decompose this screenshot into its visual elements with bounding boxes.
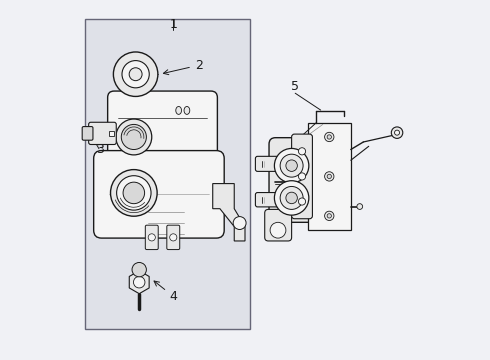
Circle shape <box>324 132 334 141</box>
Circle shape <box>129 68 142 81</box>
Text: 3: 3 <box>96 143 104 156</box>
Circle shape <box>392 127 403 138</box>
FancyBboxPatch shape <box>255 193 279 207</box>
Ellipse shape <box>184 107 190 114</box>
Circle shape <box>170 234 177 241</box>
Text: 2: 2 <box>163 59 203 75</box>
Text: 5: 5 <box>291 80 299 93</box>
Circle shape <box>324 172 334 181</box>
Circle shape <box>123 182 145 204</box>
Bar <box>308 123 351 230</box>
Circle shape <box>298 198 306 205</box>
FancyBboxPatch shape <box>146 225 158 249</box>
FancyBboxPatch shape <box>269 138 314 222</box>
Text: 1: 1 <box>170 18 177 31</box>
Circle shape <box>286 192 297 204</box>
Circle shape <box>280 186 303 210</box>
Circle shape <box>324 211 334 221</box>
Circle shape <box>116 119 152 155</box>
Circle shape <box>280 154 303 177</box>
Circle shape <box>327 174 331 179</box>
Circle shape <box>148 234 155 241</box>
Circle shape <box>122 60 149 88</box>
Circle shape <box>133 276 145 288</box>
Polygon shape <box>213 184 245 241</box>
Ellipse shape <box>176 107 181 114</box>
Circle shape <box>357 204 363 210</box>
Circle shape <box>111 170 157 216</box>
Bar <box>85 19 250 329</box>
Circle shape <box>327 135 331 139</box>
Circle shape <box>298 148 306 155</box>
Circle shape <box>286 160 297 171</box>
Polygon shape <box>129 271 149 294</box>
Circle shape <box>270 222 286 238</box>
FancyBboxPatch shape <box>265 210 292 241</box>
Bar <box>109 131 115 136</box>
FancyBboxPatch shape <box>167 225 180 249</box>
Circle shape <box>274 148 309 183</box>
FancyBboxPatch shape <box>89 122 116 144</box>
FancyBboxPatch shape <box>255 156 279 171</box>
Circle shape <box>117 176 151 210</box>
Circle shape <box>394 130 399 135</box>
Circle shape <box>132 262 147 277</box>
Circle shape <box>327 214 331 218</box>
Circle shape <box>274 181 309 215</box>
Circle shape <box>233 217 246 229</box>
Circle shape <box>113 52 158 96</box>
FancyBboxPatch shape <box>94 150 224 238</box>
FancyBboxPatch shape <box>82 127 93 140</box>
Circle shape <box>122 125 147 149</box>
FancyBboxPatch shape <box>108 91 218 176</box>
FancyBboxPatch shape <box>292 134 313 219</box>
Text: 4: 4 <box>154 281 177 303</box>
Circle shape <box>298 173 306 180</box>
